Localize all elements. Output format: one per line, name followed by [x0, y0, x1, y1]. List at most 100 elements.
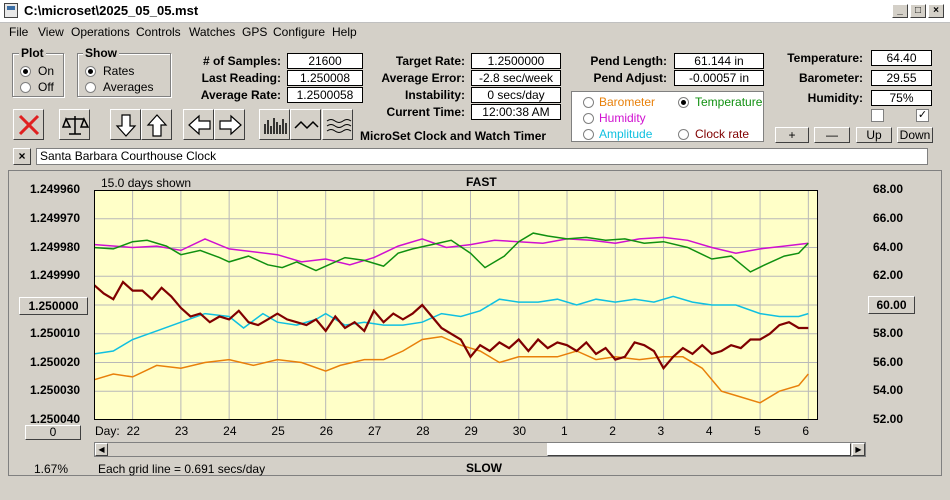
average-rate-value: 1.2500058 [287, 87, 363, 103]
menu-operations[interactable]: Operations [71, 25, 130, 39]
wave-icon [294, 120, 319, 130]
x-axis-tick: 2 [609, 424, 616, 438]
left-axis-tick: 1.249970 [30, 210, 81, 225]
up-button[interactable]: Up [856, 127, 892, 143]
menu-help[interactable]: Help [332, 25, 357, 39]
barometer-value: 29.55 [871, 70, 932, 86]
arrow-up-icon [146, 114, 168, 137]
arrow-left-button[interactable] [183, 109, 214, 140]
x-axis-tick: 24 [223, 424, 237, 438]
title-bar: C:\microset\2025_05_05.mst _ □ × [0, 0, 950, 23]
clock-name-field[interactable]: Santa Barbara Courthouse Clock [36, 148, 928, 165]
clock-rate-option-label: Clock rate [695, 127, 750, 141]
histogram-icon [264, 118, 287, 134]
left-axis-tick: 1.250010 [30, 325, 81, 340]
last-reading-value: 1.250008 [287, 70, 363, 86]
rates-label: Rates [103, 64, 135, 78]
current-time-value: 12:00:38 AM [471, 104, 561, 120]
humidity-radio[interactable] [583, 113, 594, 124]
arrow-left-icon [188, 114, 211, 136]
x-axis-tick: 3 [657, 424, 665, 438]
stop-icon [18, 114, 40, 136]
right-axis-tick: 68.00 [873, 182, 904, 196]
pend-adjust-value: -0.00057 in [674, 70, 764, 86]
menu-watches[interactable]: Watches [189, 25, 236, 39]
x-axis-start-button[interactable]: 0 [25, 425, 81, 440]
env-checkbox-1[interactable] [871, 109, 884, 122]
show-group-title: Show [83, 46, 119, 60]
x-axis-tick: 25 [271, 424, 285, 438]
fast-label: FAST [466, 175, 497, 189]
multi-wave-button[interactable] [322, 109, 353, 140]
x-axis-tick: 27 [367, 424, 382, 438]
arrow-down-icon [115, 114, 137, 137]
arrow-up-button[interactable] [141, 109, 172, 140]
minimize-button[interactable]: _ [892, 4, 908, 18]
window-title: C:\microset\2025_05_05.mst [24, 3, 199, 18]
plot-off-radio[interactable] [20, 82, 31, 93]
x-axis-tick: 4 [705, 424, 713, 438]
instability-label: Instability: [404, 88, 465, 102]
series-line-temperature [95, 232, 809, 273]
temperature-option-label: Temperature [695, 95, 763, 109]
humidity-option-label: Humidity [599, 111, 646, 125]
left-axis-tick: 1.250030 [30, 383, 81, 398]
clear-clock-button[interactable]: × [13, 148, 31, 165]
averages-radio[interactable] [85, 82, 96, 93]
menu-gps[interactable]: GPS [242, 25, 268, 39]
scroll-right-button[interactable]: ▶ [852, 443, 865, 456]
pend-length-value: 61.144 in [674, 53, 764, 69]
menu-configure[interactable]: Configure [273, 25, 326, 39]
minus-button[interactable]: — [814, 127, 850, 143]
clock-rate-radio[interactable] [678, 129, 689, 140]
menu-bar: File View Operations Controls Watches GP… [0, 23, 950, 41]
right-axis-tick: 58.00 [873, 325, 904, 340]
x-axis-tick: 30 [512, 424, 527, 438]
menu-controls[interactable]: Controls [136, 25, 181, 39]
barometer-radio[interactable] [583, 97, 594, 108]
plus-button[interactable]: + [775, 127, 809, 143]
right-axis-tick: 56.00 [873, 354, 904, 369]
left-axis-tick: 1.249960 [30, 182, 81, 196]
show-group [77, 53, 171, 97]
x-axis-tick: 26 [319, 424, 334, 438]
close-window-button[interactable]: × [928, 4, 944, 18]
right-axis-center-button[interactable]: 60.00 [868, 296, 915, 314]
barometer-label: Barometer: [798, 71, 863, 85]
scroll-thumb[interactable] [547, 443, 851, 456]
wave-button[interactable] [290, 109, 321, 140]
maximize-button[interactable]: □ [910, 4, 926, 18]
x-axis-tick: 29 [464, 424, 478, 438]
averages-label: Averages [103, 80, 154, 94]
last-reading-label: Last Reading: [201, 71, 281, 85]
temperature-radio[interactable] [678, 97, 689, 108]
scroll-left-button[interactable]: ◀ [95, 443, 108, 456]
chart-scrollbar[interactable]: ◀ ▶ [94, 442, 866, 457]
days-shown-label: 15.0 days shown [101, 176, 192, 190]
amplitude-radio[interactable] [583, 129, 594, 140]
arrow-down-button[interactable] [110, 109, 141, 140]
left-axis-tick: 1.249990 [30, 268, 81, 283]
menu-file[interactable]: File [9, 25, 29, 39]
slow-label: SLOW [466, 461, 502, 475]
left-axis-tick: 1.249980 [30, 239, 81, 254]
left-axis-tick: 1.250040 [30, 412, 81, 426]
series-line-humidity [95, 236, 809, 266]
rates-radio[interactable] [85, 66, 96, 77]
right-axis-tick: 64.00 [873, 239, 904, 254]
env-checkbox-2[interactable]: ✓ [916, 109, 929, 122]
plot-off-label: Off [38, 80, 54, 94]
histogram-button[interactable] [259, 109, 290, 140]
plot-group-title: Plot [19, 46, 46, 60]
menu-view[interactable]: View [38, 25, 64, 39]
balance-button[interactable] [59, 109, 90, 140]
chart-panel [8, 170, 942, 476]
arrow-right-button[interactable] [214, 109, 245, 140]
down-button[interactable]: Down [897, 127, 933, 143]
left-axis-center-button[interactable]: 1.250000 [19, 297, 88, 315]
plot-on-radio[interactable] [20, 66, 31, 77]
stop-button[interactable] [13, 109, 44, 140]
instability-value: 0 secs/day [471, 87, 561, 103]
x-axis-tick: 6 [802, 424, 810, 438]
app-icon[interactable] [4, 3, 18, 18]
